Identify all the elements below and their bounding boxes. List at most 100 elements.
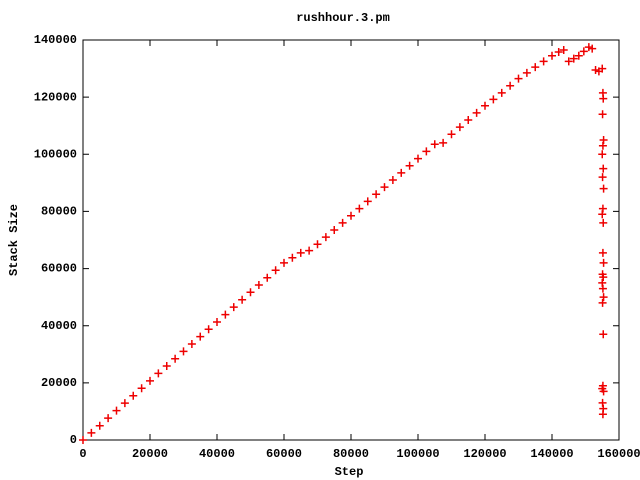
point [146,376,154,385]
point [347,211,355,220]
point [599,184,608,193]
point [598,210,607,219]
point [430,140,439,149]
point [137,384,146,393]
point [598,248,607,257]
point [588,44,597,53]
point [313,240,322,249]
point [254,281,263,289]
x-tick-label: 60000 [266,447,302,461]
point [263,273,272,282]
point [598,298,607,307]
point [372,190,381,199]
point [569,54,578,63]
point [363,197,372,206]
point [598,284,607,293]
point [548,51,556,60]
point [422,147,431,156]
point [196,332,205,341]
point [120,399,129,408]
point [497,88,506,97]
point [489,95,498,104]
x-tick-label: 100000 [396,447,439,461]
point [514,74,523,83]
point [162,362,171,370]
point [539,57,548,66]
point [554,48,563,56]
point [455,123,464,132]
point [79,436,87,444]
y-tick-label: 0 [70,433,77,447]
point [397,168,406,177]
point [321,233,330,242]
x-tick-label: 20000 [132,447,168,461]
point [171,354,180,363]
point [531,63,540,72]
point [522,68,531,77]
point [599,218,608,227]
point [280,258,288,267]
y-tick-label: 40000 [41,319,77,333]
point [104,414,113,423]
point [439,138,448,147]
point [447,130,456,139]
point [564,57,573,66]
point [246,288,255,297]
point [481,101,489,110]
point [229,303,238,312]
point [464,116,473,124]
y-tick-label: 140000 [34,33,77,47]
point [598,173,607,182]
point [355,204,364,213]
point [179,347,188,356]
point [598,141,607,150]
point [296,248,305,257]
x-tick-label: 0 [79,447,86,461]
y-tick-label: 20000 [41,376,77,390]
y-tick-label: 80000 [41,205,77,219]
point [271,266,280,275]
point [154,369,163,378]
point [579,47,588,56]
point [574,51,583,60]
point [380,183,389,192]
point [87,428,96,437]
point [414,154,422,163]
point [221,310,230,319]
y-tick-label: 120000 [34,90,77,104]
x-axis-label: Step [335,465,364,479]
point [559,46,568,54]
point [338,218,347,227]
point [388,176,397,184]
point [213,318,221,326]
x-tick-label: 140000 [530,447,573,461]
point [204,325,213,334]
point [599,387,608,396]
x-tick-label: 80000 [333,447,369,461]
point [599,258,608,267]
point [238,295,247,304]
point [112,406,121,415]
y-axis-label: Stack Size [7,204,21,276]
point [599,273,608,282]
point [187,340,196,348]
y-tick-label: 60000 [41,262,77,276]
point [598,410,607,419]
point [598,150,607,159]
point [599,164,608,173]
x-tick-label: 120000 [463,447,506,461]
point [129,391,138,400]
point [95,421,104,430]
point [598,110,607,119]
point [506,81,515,90]
x-tick-label: 40000 [199,447,235,461]
point [288,253,297,262]
point [599,293,608,302]
chart-title: rushhour.3.pm [296,11,390,25]
point [405,161,414,170]
point [599,330,608,339]
point [330,226,339,234]
point [305,246,314,255]
